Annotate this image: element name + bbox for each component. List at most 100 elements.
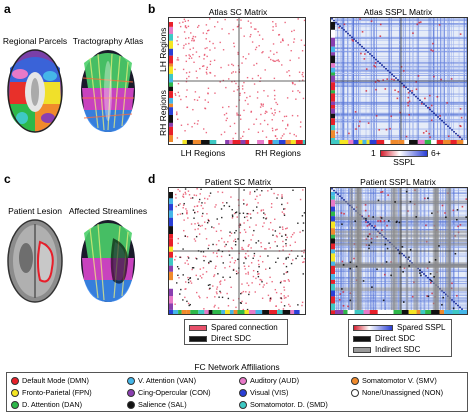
- matrix-cell: [259, 255, 262, 258]
- matrix-cell: [244, 268, 246, 270]
- matrix-cell: [175, 255, 177, 258]
- matrix-cell: [245, 252, 247, 255]
- sdc-cell: [279, 282, 282, 284]
- matrix-cell: [253, 28, 256, 30]
- sspl-cell: [446, 102, 448, 104]
- matrix-cell: [190, 223, 193, 225]
- matrix-cell: [302, 261, 304, 264]
- direct-sdc-cell: [428, 261, 431, 263]
- matrix-cell: [231, 72, 233, 74]
- sdc-cell: [231, 215, 234, 218]
- matrix-cell: [179, 213, 182, 215]
- matrix-cell: [256, 195, 258, 198]
- matrix-cell: [196, 123, 199, 125]
- matrix-cell: [301, 73, 303, 76]
- sdc-cell: [281, 197, 283, 199]
- network-strip: [169, 107, 173, 115]
- matrix-cell: [206, 47, 208, 49]
- matrix-cell: [263, 119, 266, 122]
- matrix-cell: [247, 255, 250, 257]
- network-strip: [190, 310, 199, 314]
- fc-item: Default Mode (DMN): [11, 376, 89, 385]
- sspl-diagonal: [413, 93, 415, 96]
- matrix-cell: [209, 71, 211, 74]
- matrix-cell: [244, 99, 247, 102]
- matrix-cell: [218, 240, 220, 242]
- sspl-cell: [465, 198, 467, 200]
- sspl-cell: [367, 215, 370, 217]
- sspl-diagonal: [451, 129, 453, 131]
- network-strip: [331, 265, 335, 275]
- matrix-cell: [177, 188, 179, 191]
- network-strip: [192, 140, 202, 144]
- matrix-cell: [282, 39, 284, 42]
- network-strip: [331, 206, 335, 212]
- matrix-cell: [214, 92, 216, 94]
- sdc-cell: [246, 308, 249, 311]
- matrix-cell: [269, 299, 271, 301]
- sspl-cell: [378, 129, 381, 131]
- network-strip: [363, 310, 370, 314]
- network-strip: [390, 140, 399, 144]
- sdc-cell: [209, 260, 211, 262]
- matrix-cell: [266, 282, 268, 284]
- matrix-cell: [237, 114, 240, 116]
- sspl-diagonal: [351, 36, 353, 39]
- sdc-cell: [277, 257, 279, 259]
- sdc-cell: [280, 297, 282, 299]
- sspl-diagonal: [443, 121, 445, 124]
- sdc-cell: [202, 212, 204, 215]
- sdc-cell: [261, 190, 263, 192]
- matrix-cell: [260, 103, 262, 105]
- matrix-cell: [275, 235, 278, 237]
- matrix-cell: [243, 81, 245, 84]
- sspl-diagonal: [373, 56, 375, 59]
- sspl-cell: [456, 294, 458, 297]
- indirect-sdc-swatch: [353, 346, 371, 353]
- network-strip: [169, 309, 173, 314]
- network-strip: [338, 310, 344, 314]
- matrix-cell: [250, 26, 252, 28]
- sspl-diagonal: [371, 55, 373, 57]
- matrix-cell: [206, 198, 209, 200]
- direct-sdc-cell: [395, 221, 398, 224]
- matrix-cell: [285, 227, 287, 230]
- sdc-cell: [184, 235, 186, 237]
- matrix-cell: [284, 208, 286, 210]
- sdc-cell: [187, 257, 190, 259]
- network-strip: [248, 310, 256, 314]
- matrix-cell: [177, 242, 179, 245]
- matrix-cell: [213, 227, 215, 229]
- matrix-cell: [259, 77, 262, 79]
- matrix-cell: [301, 301, 304, 304]
- fc-item-label: Somatomotor V. (SMV): [362, 376, 437, 385]
- sdc-cell: [255, 242, 257, 244]
- sspl-cell: [380, 191, 382, 194]
- network-strip: [169, 55, 173, 64]
- matrix-cell: [230, 247, 233, 249]
- matrix-cell: [195, 274, 197, 277]
- matrix-cell: [257, 202, 259, 204]
- fc-item: Visual (VIS): [239, 388, 288, 397]
- sspl-cell: [416, 23, 419, 26]
- network-strip: [169, 66, 173, 74]
- matrix-cell: [263, 222, 265, 224]
- matrix-cell: [276, 51, 278, 54]
- sspl-cell: [419, 21, 422, 23]
- matrix-cell: [214, 75, 216, 77]
- sspl-cell: [432, 50, 434, 52]
- matrix-cell: [282, 308, 285, 310]
- matrix-cell: [297, 90, 299, 92]
- fc-item-label: Visual (VIS): [250, 388, 289, 397]
- matrix-cell: [196, 26, 199, 28]
- matrix-cell: [182, 196, 185, 198]
- matrix-cell: [242, 199, 245, 201]
- matrix-cell: [215, 243, 218, 246]
- sdc-cell: [250, 217, 252, 219]
- network-strip: [290, 140, 296, 144]
- sdc-cell: [220, 208, 223, 210]
- sdc-cell: [239, 224, 242, 226]
- matrix-cell: [245, 204, 248, 206]
- network-strip: [331, 22, 335, 30]
- matrix-cell: [187, 123, 189, 126]
